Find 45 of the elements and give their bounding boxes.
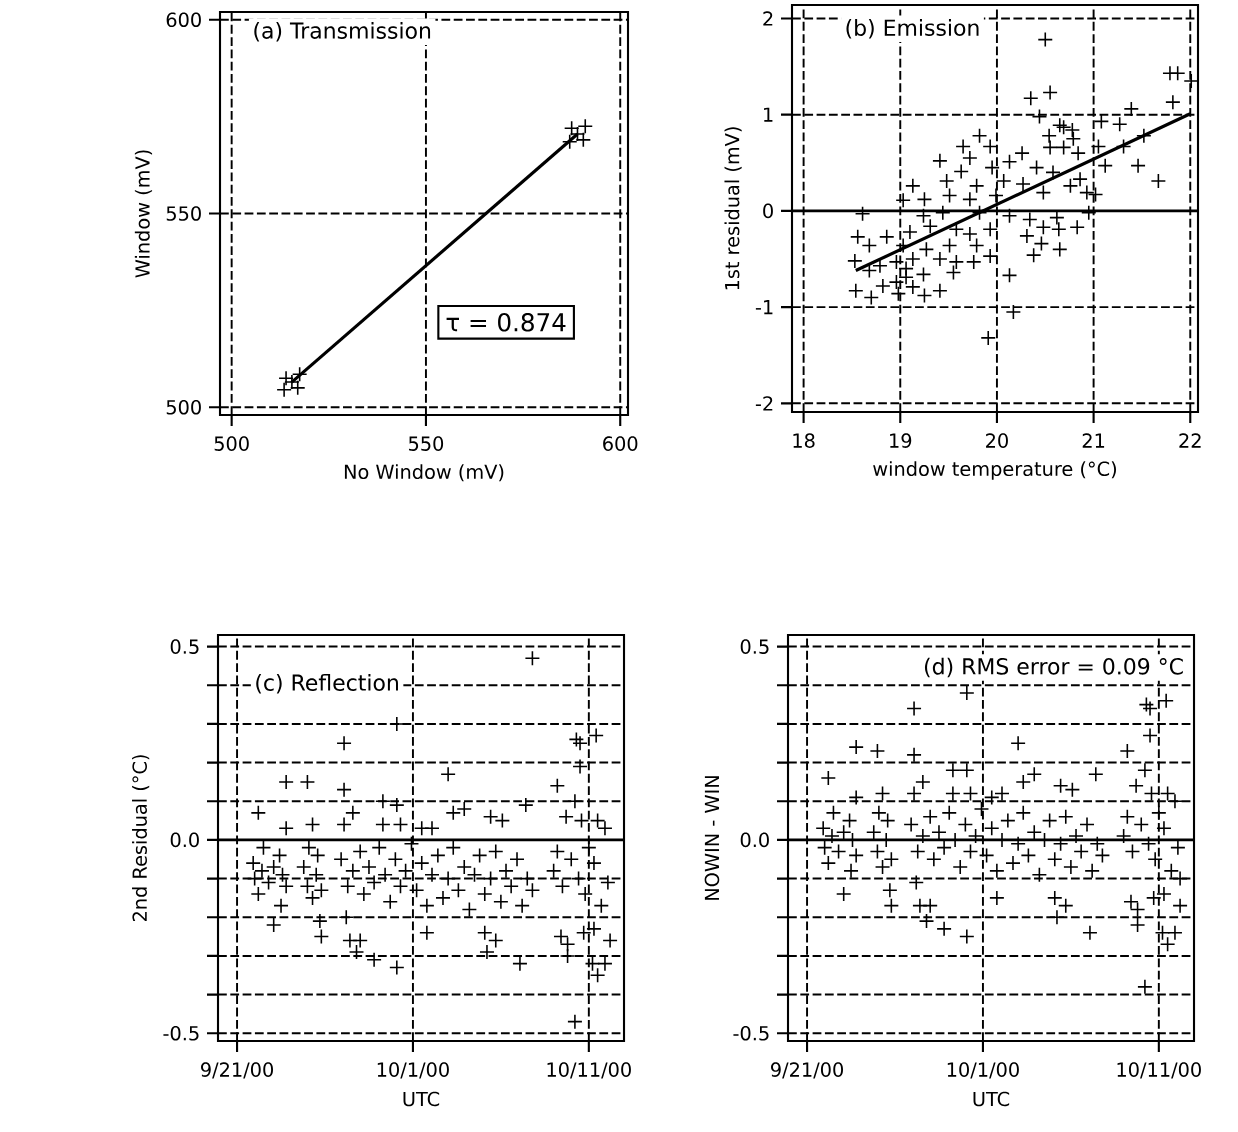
- y-tick-label: 1: [764, 107, 773, 122]
- y-tick-label: -1: [755, 300, 773, 315]
- y-tick-label: 0.5: [170, 639, 199, 654]
- y-tick-label: 600: [166, 12, 201, 28]
- x-tick-label: 10/11/00: [1117, 1062, 1201, 1079]
- y-axis-title: NOWIN - WIN: [704, 776, 720, 900]
- y-axis-title: Window (mV): [134, 150, 153, 278]
- y-tick-label: -0.5: [163, 1025, 199, 1041]
- x-tick-label: 20: [986, 433, 1008, 448]
- y-tick-label: 500: [166, 399, 201, 415]
- x-tick-label: 22: [1179, 433, 1201, 448]
- x-tick-label: 9/21/00: [771, 1062, 843, 1079]
- point: [291, 366, 308, 383]
- y-tick-label: 0: [763, 203, 773, 219]
- text: (d) RMS error = 0.09 °C: [924, 657, 1183, 678]
- x-tick-label: 10/1/00: [947, 1062, 1019, 1079]
- point: [276, 382, 292, 398]
- point: [561, 134, 578, 150]
- text: (b) Emission: [846, 19, 979, 39]
- y-tick-label: -2: [755, 396, 773, 411]
- point: [577, 118, 594, 135]
- x-tick-label: 10/1/00: [377, 1062, 449, 1079]
- y-tick-label: -0.5: [733, 1025, 769, 1041]
- x-tick-label: 550: [408, 436, 444, 451]
- y-tick-label: 2: [763, 11, 773, 26]
- text: (c) Reflection: [256, 673, 398, 694]
- x-axis-title: UTC: [403, 1091, 440, 1107]
- y-axis-title: 2nd Residual (°C): [132, 755, 150, 922]
- x-axis-title: No Window (mV): [344, 464, 504, 482]
- x-tick-label: 19: [890, 433, 912, 448]
- y-axis-title: 1st residual (mV): [724, 127, 742, 290]
- y-tick-label: 0.0: [170, 832, 199, 848]
- x-tick-label: 18: [793, 433, 815, 448]
- x-tick-label: 21: [1082, 433, 1105, 448]
- y-tick-label: 0.5: [740, 639, 769, 654]
- x-tick-label: 500: [214, 436, 249, 451]
- x-tick-label: 9/21/00: [201, 1062, 273, 1079]
- annotation: τ = 0.874: [446, 312, 566, 332]
- x-tick-label: 10/11/00: [547, 1062, 631, 1079]
- y-tick-label: 550: [166, 206, 201, 221]
- x-tick-label: 600: [603, 436, 638, 451]
- chart-title: (a) Transmission: [254, 21, 431, 42]
- x-axis-title: window temperature (°C): [873, 461, 1116, 480]
- y-tick-label: 0.0: [740, 832, 769, 848]
- x-axis-title: UTC: [973, 1091, 1010, 1107]
